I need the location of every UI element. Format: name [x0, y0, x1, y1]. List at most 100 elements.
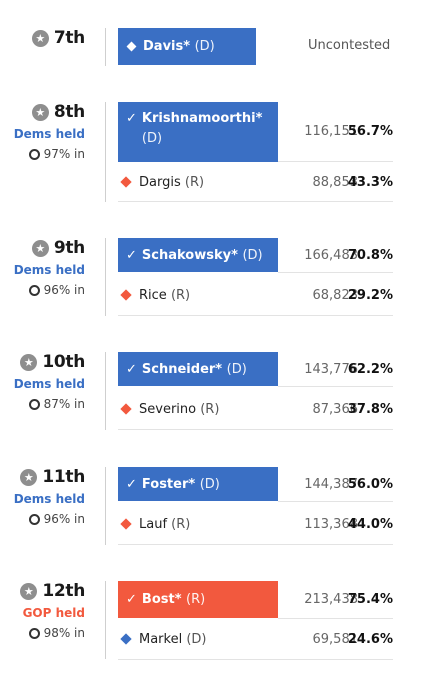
winner-box[interactable]: ✓ Foster* (D) — [118, 467, 278, 501]
divider — [105, 467, 106, 545]
district-label: 11th — [42, 467, 85, 487]
separator — [278, 386, 393, 387]
diamond-icon — [120, 633, 132, 645]
pie-icon — [28, 513, 40, 525]
separator — [278, 618, 393, 619]
check-icon: ✓ — [126, 111, 137, 126]
pie-icon — [28, 627, 40, 639]
race-10th: ★ 10th Dems held 87% in ✓ Schneider* (D)… — [0, 352, 430, 432]
row-bottom-line — [118, 315, 393, 316]
star-icon: ★ — [31, 103, 49, 121]
winner-pct: 56.0% — [347, 477, 393, 492]
loser-party: (R) — [171, 516, 191, 532]
diamond-icon — [120, 518, 132, 530]
winner-name: Foster* — [141, 476, 196, 492]
race-12th: ★ 12th GOP held 98% in ✓ Bost* (R) 213,4… — [0, 581, 430, 661]
loser-name: Markel — [139, 631, 183, 647]
winner-party: (D) — [199, 476, 220, 492]
winner-party: (D) — [141, 131, 163, 146]
loser-name: Rice — [139, 287, 167, 303]
district-label: 8th — [53, 102, 85, 122]
divider — [105, 102, 106, 202]
check-icon: ✓ — [126, 247, 137, 263]
winner-pct: 75.4% — [347, 592, 393, 607]
check-icon: ✓ — [126, 476, 137, 492]
separator — [278, 501, 393, 502]
loser-party: (R) — [170, 287, 191, 303]
district-label: 7th — [53, 28, 85, 48]
loser-votes: 69,581 — [312, 632, 359, 647]
winner-party: (D) — [194, 39, 215, 54]
held-label: GOP held — [22, 606, 85, 620]
precincts-reporting: 98% in — [28, 626, 85, 640]
pie-icon — [28, 398, 40, 410]
star-icon: ★ — [20, 468, 38, 486]
loser-votes: 87,366 — [312, 402, 359, 417]
winner-name: Krishnamoorthi* — [141, 111, 263, 126]
pie-icon — [28, 284, 40, 296]
loser-row[interactable]: Severino (R) — [118, 391, 393, 427]
winner-box[interactable]: ✓ Schneider* (D) — [118, 352, 278, 386]
loser-party: (R) — [200, 401, 220, 417]
district-label: 10th — [42, 352, 85, 372]
diamond-icon — [120, 403, 132, 415]
loser-pct: 43.3% — [347, 175, 393, 190]
winner-votes: 213,438 — [304, 592, 358, 607]
divider — [105, 581, 106, 659]
divider — [105, 352, 106, 430]
winner-name: Schneider* — [141, 361, 223, 377]
winner-votes: 166,483 — [304, 248, 358, 263]
held-label: Dems held — [13, 492, 85, 506]
winner-party: (D) — [242, 247, 263, 263]
star-icon: ★ — [31, 29, 49, 47]
divider — [105, 28, 106, 66]
row-bottom-line — [118, 429, 393, 430]
race-8th: ★ 8th Dems held 97% in ✓ Krishnamoorthi*… — [0, 102, 430, 202]
district-label: 12th — [42, 581, 85, 601]
uncontested-label: Uncontested — [308, 38, 391, 53]
loser-row[interactable]: Lauf (R) — [118, 506, 393, 542]
row-bottom-line — [118, 544, 393, 545]
winner-name: Davis* — [143, 39, 191, 54]
held-label: Dems held — [13, 263, 85, 277]
loser-row[interactable]: Markel (D) — [118, 621, 393, 657]
precincts-reporting: 97% in — [28, 147, 85, 161]
diamond-icon — [120, 289, 132, 301]
loser-party: (R) — [184, 174, 205, 190]
loser-name: Severino — [139, 401, 197, 417]
loser-row[interactable]: Rice (R) — [118, 277, 393, 313]
loser-row[interactable]: Dargis (R) — [118, 164, 393, 200]
held-label: Dems held — [13, 377, 85, 391]
precincts-reporting: 87% in — [28, 397, 85, 411]
separator — [278, 161, 393, 162]
loser-votes: 113,368 — [304, 517, 358, 532]
row-bottom-line — [118, 201, 393, 202]
precincts-reporting: 96% in — [28, 283, 85, 297]
winner-votes: 143,776 — [304, 362, 358, 377]
held-label: Dems held — [13, 127, 85, 141]
loser-pct: 24.6% — [347, 632, 393, 647]
race-7th: ★ 7th Davis* (D) Uncontested — [0, 28, 430, 68]
winner-votes: 116,151 — [304, 124, 358, 139]
star-icon: ★ — [31, 239, 49, 257]
loser-votes: 88,853 — [312, 175, 359, 190]
winner-box[interactable]: ✓ Schakowsky* (D) — [118, 238, 278, 272]
race-9th: ★ 9th Dems held 96% in ✓ Schakowsky* (D)… — [0, 238, 430, 318]
loser-name: Lauf — [139, 516, 168, 532]
winner-pct: 70.8% — [347, 248, 393, 263]
loser-name: Dargis — [139, 174, 181, 190]
diamond-icon — [126, 41, 137, 52]
winner-box[interactable]: Davis* (D) — [118, 28, 256, 65]
loser-pct: 37.8% — [347, 402, 393, 417]
winner-votes: 144,387 — [304, 477, 358, 492]
pie-icon — [28, 148, 40, 160]
district-label: 9th — [53, 238, 85, 258]
winner-box[interactable]: ✓ Krishnamoorthi* (D) — [118, 102, 278, 162]
winner-box[interactable]: ✓ Bost* (R) — [118, 581, 278, 618]
winner-name: Schakowsky* — [141, 247, 238, 263]
loser-pct: 44.0% — [347, 517, 393, 532]
precincts-reporting: 96% in — [28, 512, 85, 526]
row-bottom-line — [118, 659, 393, 660]
winner-party: (D) — [226, 361, 247, 377]
winner-name: Bost* — [141, 592, 182, 607]
